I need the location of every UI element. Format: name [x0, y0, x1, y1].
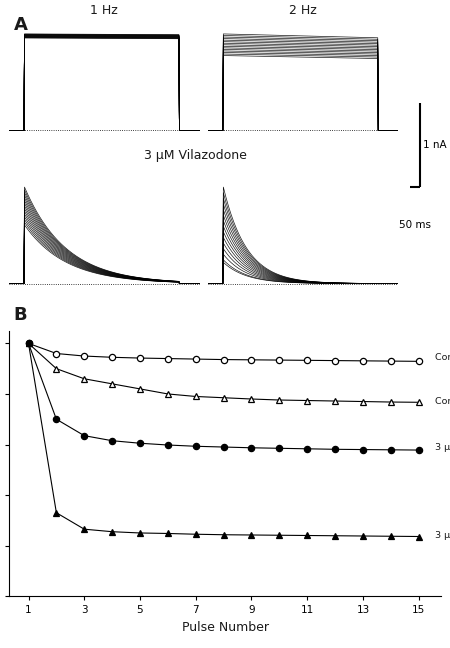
- Text: 2 Hz: 2 Hz: [289, 4, 317, 17]
- Text: 1 nA: 1 nA: [423, 140, 447, 150]
- X-axis label: Pulse Number: Pulse Number: [181, 621, 269, 634]
- Text: 1 Hz: 1 Hz: [90, 4, 118, 17]
- Text: Control (2 Hz): Control (2 Hz): [436, 397, 450, 406]
- Text: B: B: [14, 307, 27, 324]
- Text: 3 μM Vilazodone: 3 μM Vilazodone: [144, 149, 247, 162]
- Text: 50 ms: 50 ms: [399, 220, 431, 230]
- Text: Control (1 Hz): Control (1 Hz): [436, 353, 450, 362]
- Text: 3 μM Vilazodone (1 Hz): 3 μM Vilazodone (1 Hz): [436, 443, 450, 452]
- Text: 3 μM Vilazodone (2 Hz): 3 μM Vilazodone (2 Hz): [436, 531, 450, 540]
- Text: A: A: [14, 16, 27, 34]
